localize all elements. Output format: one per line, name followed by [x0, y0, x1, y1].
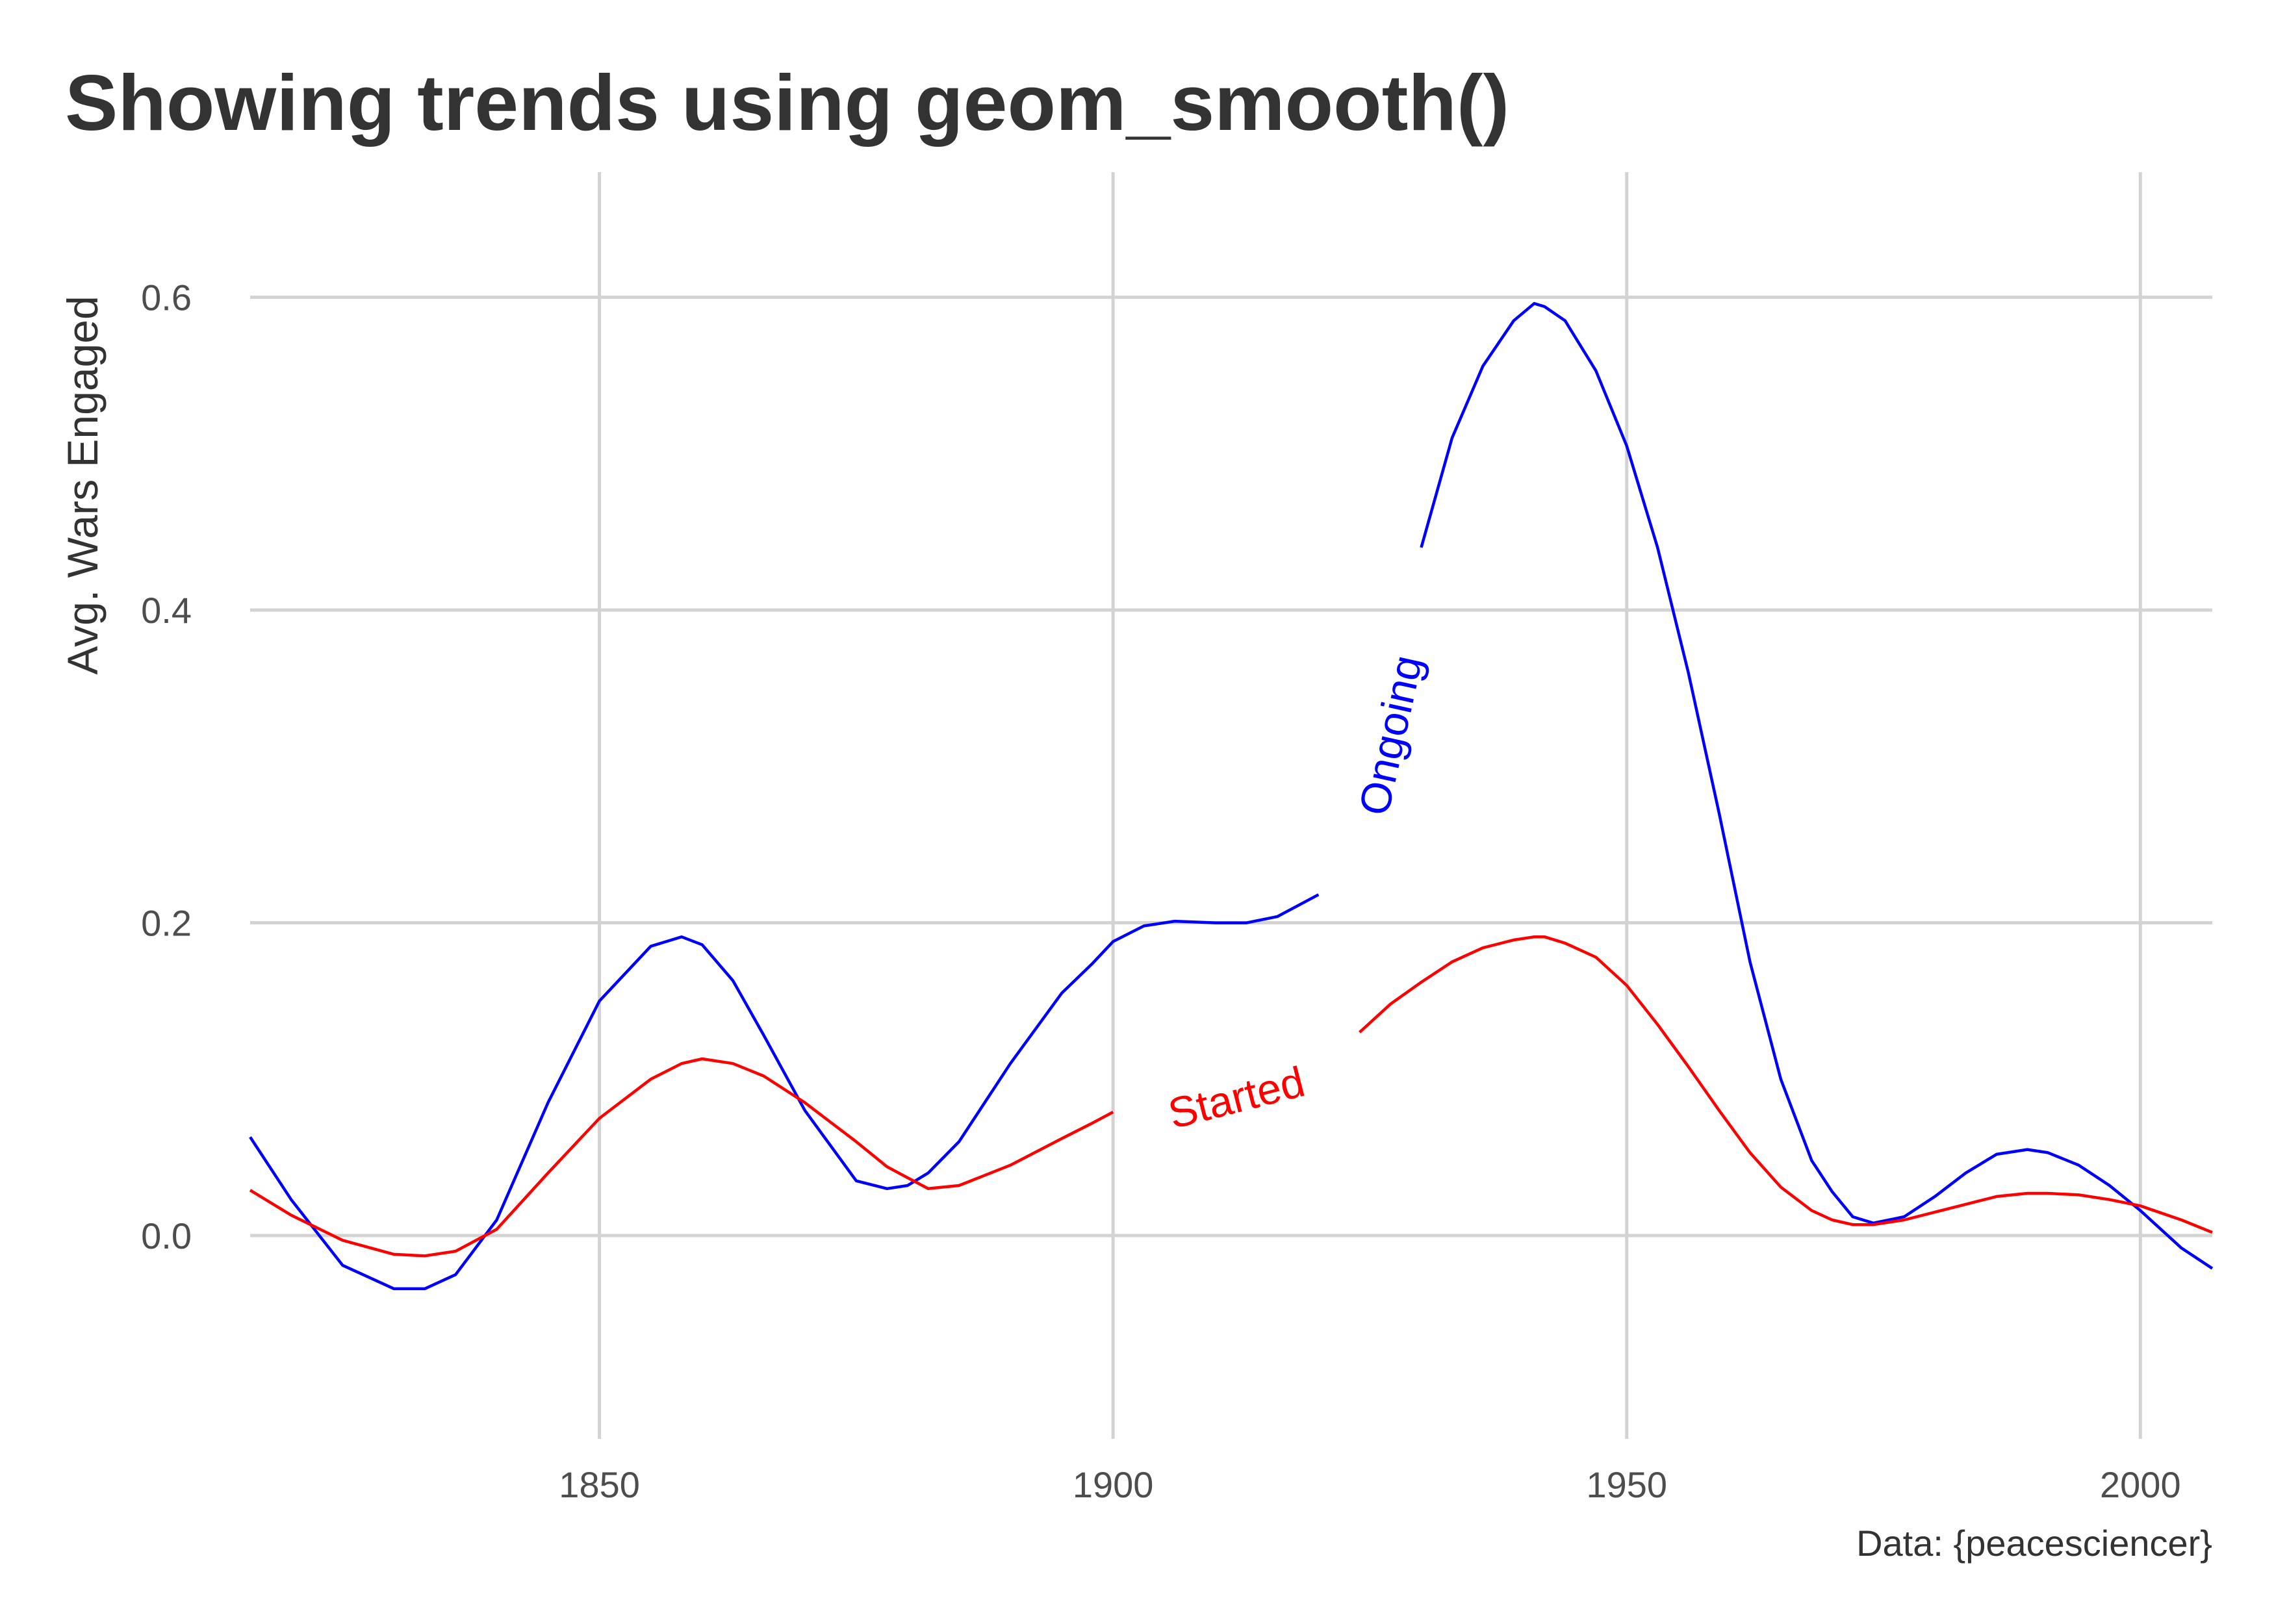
- y-tick-label: 0.4: [141, 590, 192, 631]
- series-label-ongoing: Ongoing: [1349, 651, 1431, 820]
- tick-labels: 1850 1900 1950 2000 0.0 0.2 0.4 0.6: [141, 277, 2180, 1505]
- chart-title: Showing trends using geom_smooth(): [65, 58, 1509, 147]
- y-tick-label: 0.6: [141, 277, 192, 318]
- x-tick-label: 1950: [1586, 1464, 1667, 1505]
- series-line-ongoing: [1420, 301, 2214, 1270]
- grid-lines: [250, 172, 2212, 1439]
- x-tick-label: 2000: [2100, 1464, 2181, 1505]
- series-line-started: [249, 1057, 1114, 1258]
- caption: Data: {peacesciencer}: [1856, 1523, 2212, 1564]
- series-line-started: [1359, 935, 2213, 1234]
- series-label-started: Started: [1164, 1057, 1309, 1137]
- y-axis-label: Avg. Wars Engaged: [58, 296, 107, 674]
- x-tick-label: 1850: [559, 1464, 640, 1505]
- series-lines: [249, 301, 2214, 1291]
- series-line-ongoing: [249, 893, 1320, 1291]
- y-tick-label: 0.0: [141, 1215, 192, 1256]
- y-tick-label: 0.2: [141, 903, 192, 944]
- series-labels: Ongoing Started: [1164, 651, 1431, 1138]
- x-tick-label: 1900: [1073, 1464, 1154, 1505]
